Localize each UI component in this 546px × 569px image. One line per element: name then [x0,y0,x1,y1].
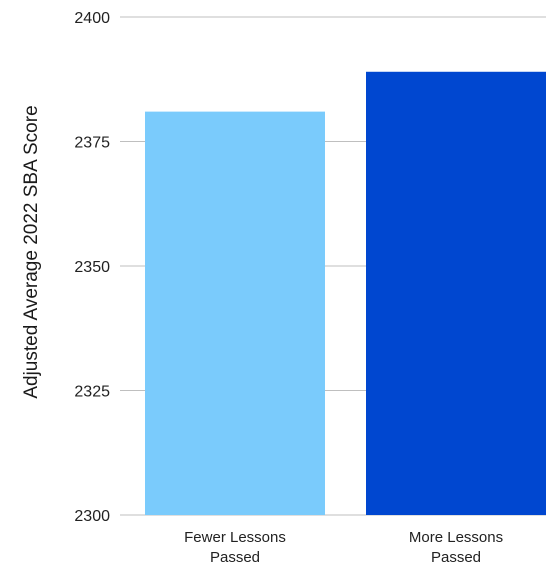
y-tick-label: 2375 [74,135,110,152]
bar [366,71,546,515]
y-tick-label: 2350 [74,259,110,276]
x-category-label-line: More Lessons [409,529,503,546]
x-category-label: More Lessons Passed [409,529,503,566]
bar [145,111,325,516]
bars [145,71,546,516]
x-category-label-line: Passed [431,549,481,566]
y-tick-label: 2400 [74,10,110,27]
y-tick-labels: 2300 2325 2350 2375 2400 [74,10,110,525]
y-tick-label: 2300 [74,508,110,525]
x-category-label-line: Passed [210,549,260,566]
y-tick-label: 2325 [74,384,110,401]
x-category-labels: Fewer Lessons Passed More Lessons Passed [184,529,503,566]
x-category-label: Fewer Lessons Passed [184,529,286,566]
y-axis-title: Adjusted Average 2022 SBA Score [21,105,42,398]
x-category-label-line: Fewer Lessons [184,529,286,546]
